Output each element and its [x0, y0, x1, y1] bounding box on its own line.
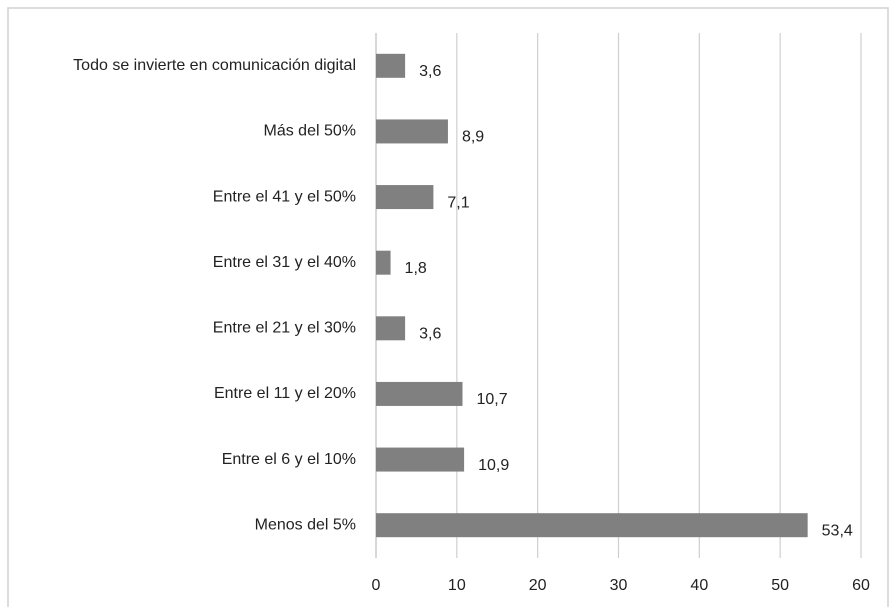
y-tick-label: Más del 50% [264, 123, 357, 140]
bar [376, 250, 391, 275]
y-tick-label: Entre el 41 y el 50% [213, 188, 356, 205]
bar [376, 119, 448, 144]
y-tick-label: Menos del 5% [255, 516, 356, 533]
value-label: 7,1 [447, 194, 469, 211]
y-tick-label: Entre el 21 y el 30% [213, 320, 356, 337]
bar [376, 513, 808, 538]
x-tick-label: 50 [771, 577, 789, 594]
bar [376, 381, 463, 406]
value-label: 1,8 [405, 260, 427, 277]
x-tick-label: 60 [852, 577, 870, 594]
value-label: 3,6 [419, 63, 441, 80]
x-tick-label: 30 [610, 577, 628, 594]
bar [376, 447, 465, 472]
x-tick-label: 40 [690, 577, 708, 594]
bar [376, 316, 406, 341]
value-label: 10,9 [478, 457, 509, 474]
y-tick-label: Entre el 31 y el 40% [213, 254, 356, 271]
x-tick-label: 20 [529, 577, 547, 594]
y-tick-label: Entre el 6 y el 10% [222, 451, 356, 468]
x-tick-label: 0 [372, 577, 381, 594]
chart-frame [7, 7, 889, 607]
x-tick-label: 10 [448, 577, 466, 594]
value-label: 8,9 [462, 129, 484, 146]
value-label: 3,6 [419, 326, 441, 343]
value-label: 10,7 [476, 391, 507, 408]
bar [376, 53, 406, 78]
y-tick-label: Todo se invierte en comunicación digital [73, 57, 356, 74]
value-label: 53,4 [822, 522, 853, 539]
bar [376, 185, 434, 210]
y-tick-label: Entre el 11 y el 20% [214, 385, 356, 402]
